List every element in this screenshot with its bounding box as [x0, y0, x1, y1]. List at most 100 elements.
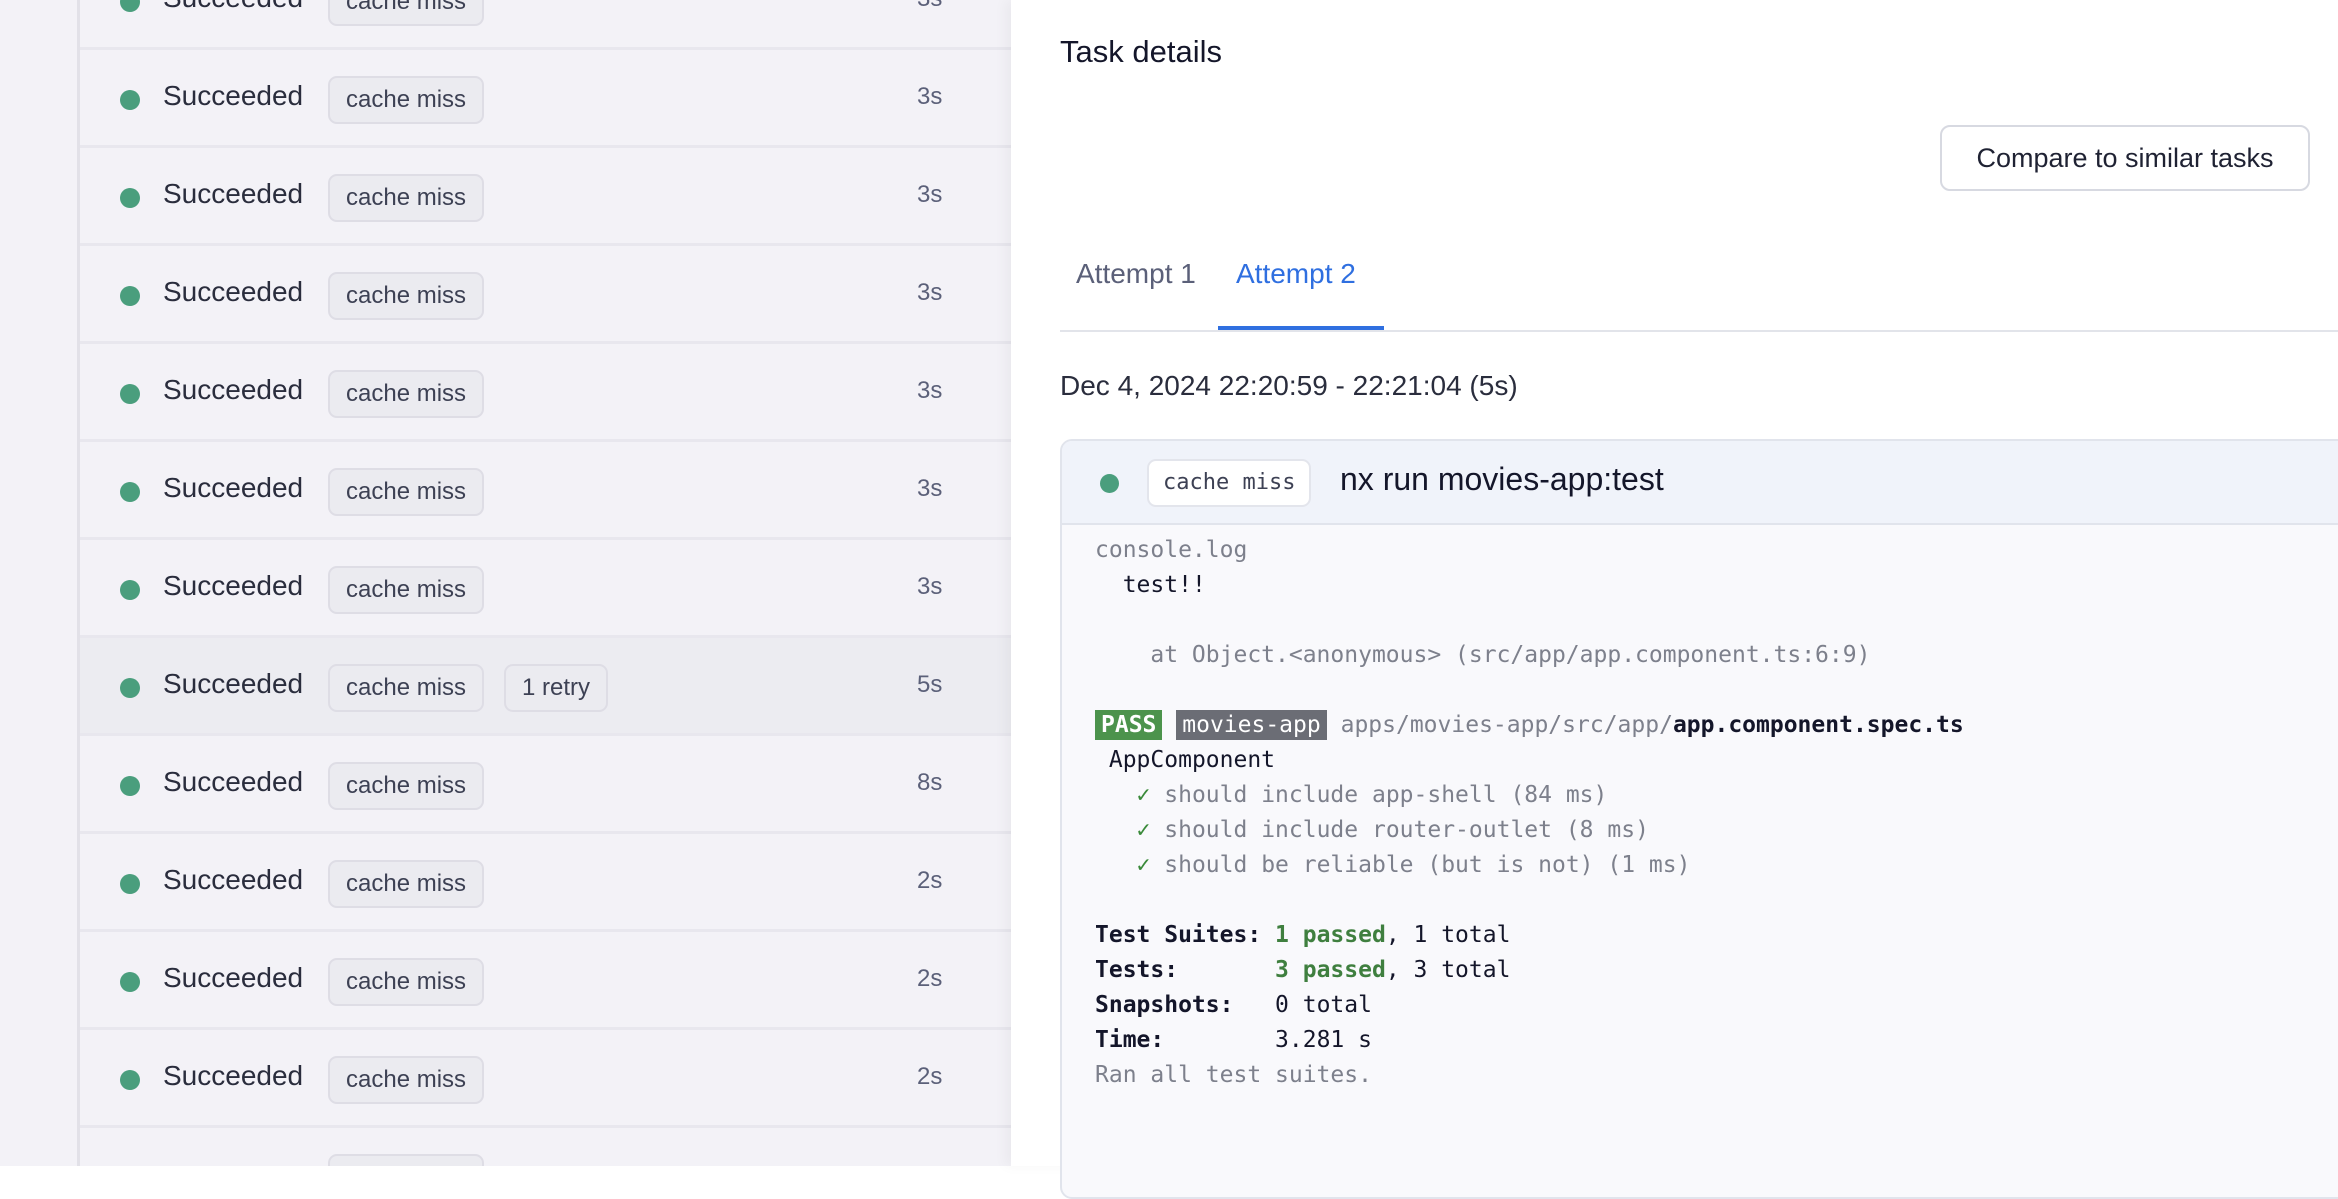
cache-badge: cache miss: [328, 1056, 485, 1104]
task-row[interactable]: Succeeded cache miss 8s: [80, 736, 1011, 834]
task-duration: 2s: [917, 867, 943, 894]
check-icon: ✓: [1136, 852, 1151, 878]
cache-badge: cache miss: [328, 0, 485, 26]
task-duration: 8s: [917, 769, 943, 796]
summary-snapshots-value: 0 total: [1275, 992, 1372, 1018]
cache-badge: cache miss: [328, 958, 485, 1006]
retry-badge: 1 retry: [504, 664, 609, 712]
task-details-panel: Task details Compare to similar tasks At…: [1011, 0, 2338, 1199]
status-dot-icon: [120, 188, 140, 208]
summary-suites-total: , 1 total: [1385, 922, 1511, 948]
task-duration: 3s: [917, 0, 942, 13]
summary-tests-label: Tests:: [1095, 957, 1179, 983]
log-console-message: test!!: [1122, 572, 1206, 598]
task-duration: 3s: [917, 181, 943, 208]
task-list-panel: Succeeded cache miss 3s Succeeded cache miss…: [0, 0, 1011, 1166]
task-status: Succeeded: [163, 0, 303, 14]
task-row[interactable]: Succeeded cache miss 1 retry 5s: [80, 638, 1011, 736]
tab-attempt-1[interactable]: Attempt 1: [1076, 258, 1196, 289]
task-status: Succeeded: [163, 766, 304, 797]
summary-tests-total: , 3 total: [1385, 957, 1511, 983]
pass-badge: PASS: [1095, 710, 1163, 740]
compare-similar-tasks-button[interactable]: Compare to similar tasks: [1940, 125, 2310, 191]
task-duration: 2s: [917, 1063, 943, 1090]
log-stack-trace: at Object.<anonymous> (src/app/app.compo…: [1150, 642, 1871, 668]
task-row[interactable]: Succeeded cache miss 3s: [80, 540, 1011, 638]
task-duration: 3s: [917, 83, 943, 110]
task-status: Succeeded: [163, 178, 304, 209]
task-duration: 2s: [917, 965, 943, 992]
summary-snapshots-label: Snapshots:: [1095, 992, 1234, 1018]
log-console-label: console.log: [1095, 537, 1248, 563]
task-duration: 3s: [917, 377, 943, 404]
cache-badge: cache miss: [328, 664, 485, 712]
cache-badge: cache miss: [328, 76, 485, 124]
cache-badge: cache miss: [328, 174, 485, 222]
project-badge: movies-app: [1176, 710, 1327, 740]
status-dot-icon: [120, 482, 140, 502]
task-command: nx run movies-app:test: [1340, 461, 1664, 497]
summary-time-label: Time:: [1095, 1027, 1165, 1053]
cache-badge: cache miss: [328, 468, 485, 516]
task-duration: 5s: [917, 671, 943, 698]
suite-name: AppComponent: [1108, 747, 1276, 773]
task-output-card: cache miss nx run movies-app:test consol…: [1060, 439, 2338, 1199]
summary-suites-label: Test Suites:: [1095, 922, 1262, 948]
status-dot-icon: [120, 1070, 140, 1090]
task-status: Succeeded: [163, 570, 304, 601]
task-row[interactable]: Succeeded cache miss 3s: [80, 50, 1011, 148]
status-dot-icon: [120, 0, 140, 12]
task-duration: 3s: [917, 279, 943, 306]
task-status: Succeeded: [163, 276, 304, 307]
task-row[interactable]: Succeeded cache miss 3s: [80, 344, 1011, 442]
task-row[interactable]: Succeeded cache miss 3s: [80, 246, 1011, 344]
active-tab-indicator: [1218, 326, 1384, 330]
task-row[interactable]: Succeeded cache miss 3s: [80, 442, 1011, 540]
check-icon: ✓: [1136, 782, 1151, 808]
status-dot-icon: [120, 286, 140, 306]
cache-status-badge: cache miss: [1147, 459, 1312, 507]
task-row[interactable]: Succeeded cache miss 2s: [80, 1030, 1011, 1128]
cache-badge: cache miss: [328, 860, 485, 908]
task-row[interactable]: Succeeded cache miss 2s: [80, 932, 1011, 1030]
summary-footer: Ran all test suites.: [1095, 1062, 1372, 1088]
tabs-divider: [1060, 330, 2338, 332]
task-row[interactable]: cache miss: [80, 1128, 1011, 1166]
task-row[interactable]: Succeeded cache miss 3s: [80, 148, 1011, 246]
task-status: Succeeded: [163, 864, 304, 895]
task-row[interactable]: Succeeded cache miss 3s: [80, 0, 1011, 50]
status-dot-icon: [120, 384, 140, 404]
task-status: Succeeded: [163, 472, 304, 503]
summary-time-value: 3.281 s: [1275, 1027, 1372, 1053]
status-dot-icon: [120, 776, 140, 796]
terminal-output: console.log test!! at Object.<anonymous>…: [1095, 533, 1964, 1093]
status-dot-icon: [1100, 474, 1119, 493]
tab-attempt-2[interactable]: Attempt 2: [1236, 258, 1356, 289]
task-status: Succeeded: [163, 668, 304, 699]
status-dot-icon: [120, 972, 140, 992]
spec-file: app.component.spec.ts: [1672, 712, 1964, 738]
task-status: Succeeded: [163, 962, 304, 993]
summary-suites-passed: 1 passed: [1275, 922, 1386, 948]
status-dot-icon: [120, 678, 140, 698]
cache-badge: cache miss: [328, 762, 485, 810]
cache-badge: cache miss: [328, 1154, 485, 1166]
panel-title: Task details: [1060, 34, 1222, 69]
cache-badge: cache miss: [328, 272, 485, 320]
test-result: should be reliable (but is not) (1 ms): [1164, 852, 1691, 878]
task-output-header[interactable]: cache miss nx run movies-app:test: [1062, 441, 2338, 525]
task-status: Succeeded: [163, 80, 304, 111]
check-icon: ✓: [1136, 817, 1151, 843]
task-row[interactable]: Succeeded cache miss 2s: [80, 834, 1011, 932]
test-result: should include app-shell (84 ms): [1164, 782, 1608, 808]
spec-path-dir: apps/movies-app/src/app/: [1340, 712, 1673, 738]
status-dot-icon: [120, 874, 140, 894]
task-status: Succeeded: [163, 1060, 304, 1091]
status-dot-icon: [120, 580, 140, 600]
sidebar-divider: [77, 0, 80, 1166]
summary-tests-passed: 3 passed: [1275, 957, 1386, 983]
task-duration: 3s: [917, 475, 943, 502]
test-result: should include router-outlet (8 ms): [1164, 817, 1649, 843]
task-status: Succeeded: [163, 374, 304, 405]
cache-badge: cache miss: [328, 370, 485, 418]
